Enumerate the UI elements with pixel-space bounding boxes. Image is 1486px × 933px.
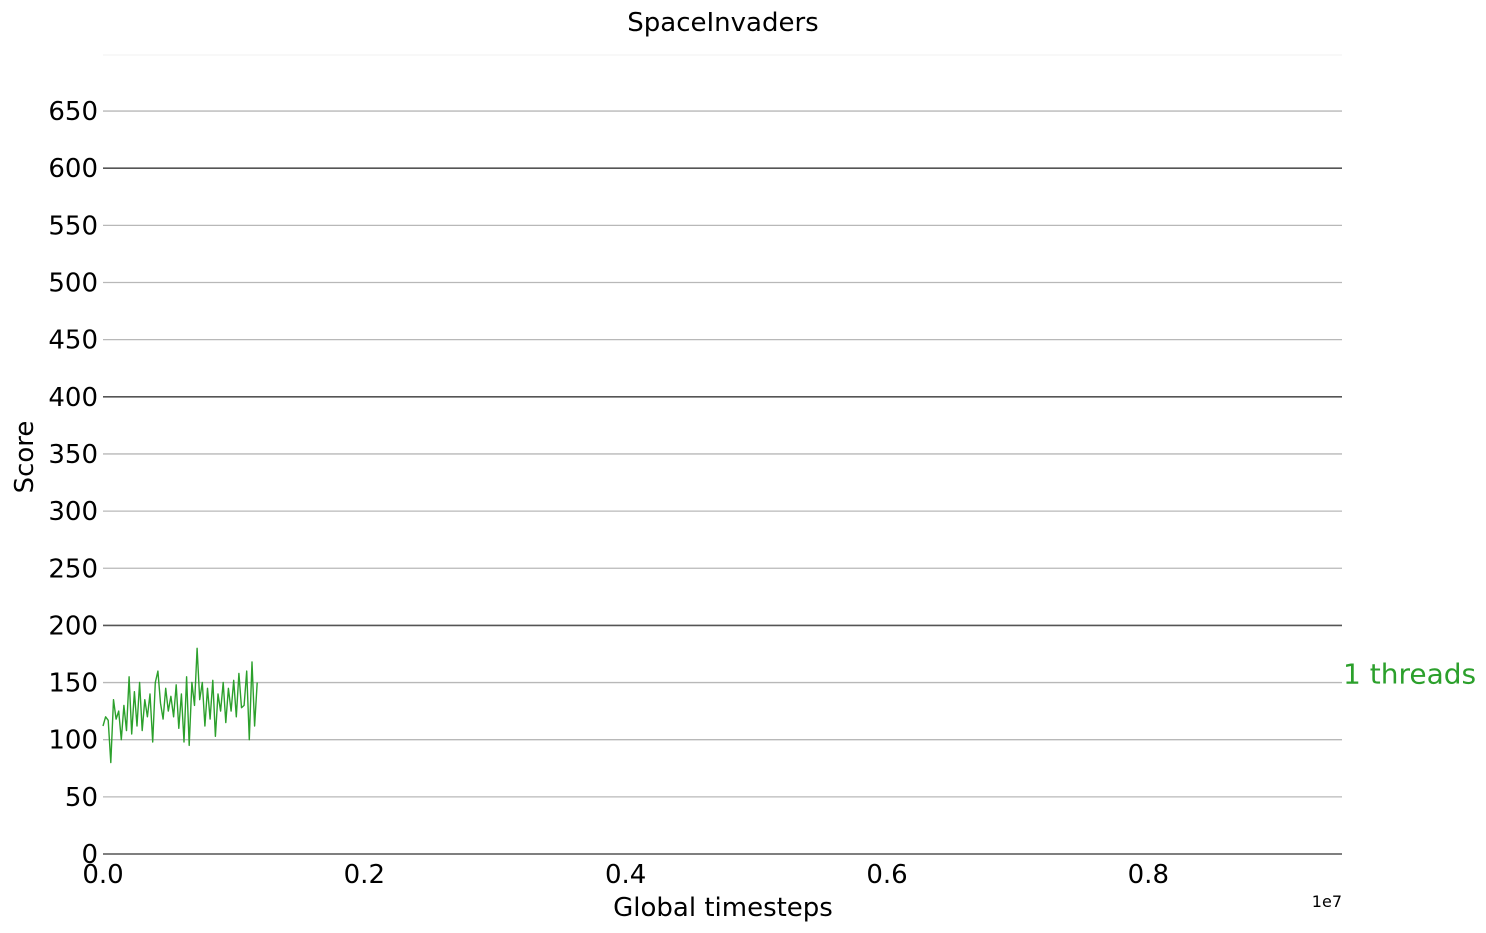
y-tick-label: 300 — [48, 497, 98, 527]
y-tick-label: 100 — [48, 726, 98, 756]
x-tick-label: 0.4 — [605, 860, 646, 890]
x-axis-label: Global timesteps — [613, 893, 833, 923]
series-labels: 1 threads — [1343, 657, 1476, 690]
y-axis-label: Score — [10, 421, 40, 494]
y-tick-label: 150 — [48, 669, 98, 699]
x-tick-label: 0.6 — [866, 860, 907, 890]
y-tick-label: 600 — [48, 154, 98, 184]
y-tick-labels: 0 50 100 150 200 250 300 350 400 450 500 550 600 650 — [48, 97, 98, 870]
y-tick-label: 200 — [48, 611, 98, 641]
y-tick-label: 250 — [48, 554, 98, 584]
y-tick-label: 650 — [48, 97, 98, 127]
y-tick-label: 50 — [65, 783, 98, 813]
x-tick-label: 0.8 — [1128, 860, 1169, 890]
y-tick-label: 350 — [48, 440, 98, 470]
y-tick-label: 400 — [48, 383, 98, 413]
x-tick-labels: 0.0 0.2 0.4 0.6 0.8 — [82, 860, 1169, 890]
x-tick-label: 0.0 — [82, 860, 123, 890]
series-lines — [102, 647, 258, 764]
x-tick-label: 0.2 — [344, 860, 385, 890]
y-tick-label: 450 — [48, 326, 98, 356]
y-tick-label: 550 — [48, 211, 98, 241]
y-tick-label: 0 — [81, 840, 98, 870]
y-tick-label: 500 — [48, 269, 98, 299]
series-label: 1 threads — [1343, 657, 1476, 690]
chart-title: SpaceInvaders — [627, 8, 818, 38]
series-line — [102, 647, 258, 764]
x-axis-offset-label: 1e7 — [1312, 892, 1342, 911]
gridlines — [103, 110, 1342, 855]
